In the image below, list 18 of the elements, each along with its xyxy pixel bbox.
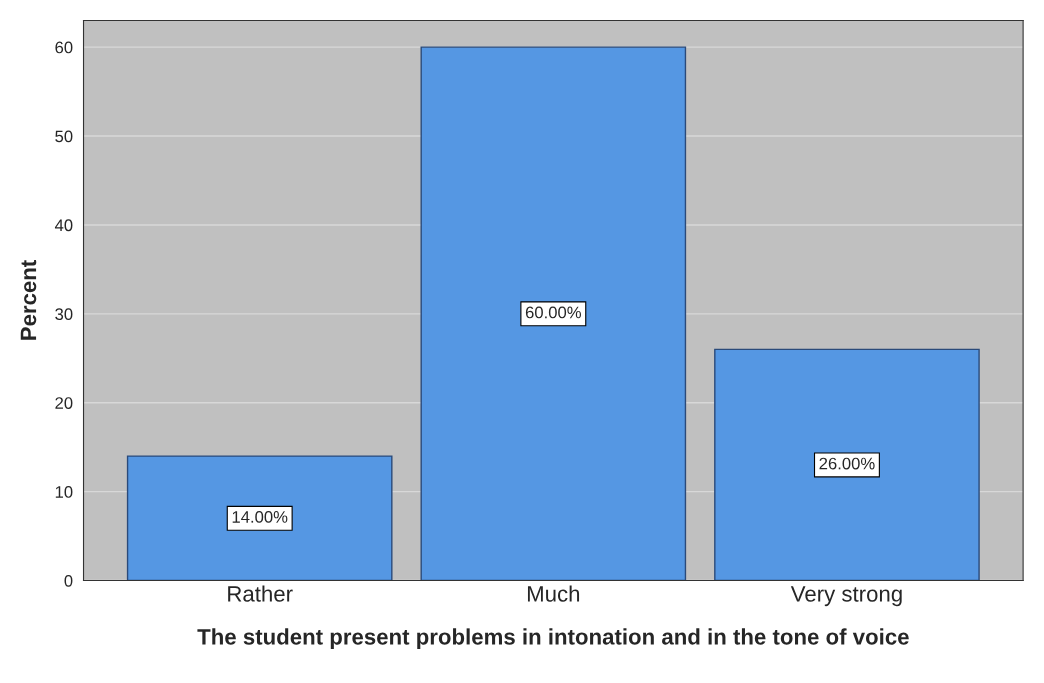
x-tick-label: Very strong bbox=[790, 586, 902, 607]
x-tick-label: Rather bbox=[228, 585, 293, 602]
y-tick-label: 50 bbox=[55, 130, 73, 143]
data-label: 60.00% bbox=[525, 306, 581, 319]
bar bbox=[420, 46, 687, 581]
data-label: 26.00% bbox=[819, 457, 875, 470]
y-tick-label: 10 bbox=[55, 486, 73, 498]
y-tick-label: 60 bbox=[55, 41, 73, 54]
y-tick-label: 30 bbox=[55, 308, 73, 321]
bar bbox=[126, 455, 393, 581]
bar bbox=[714, 348, 980, 581]
y-tick-label: 40 bbox=[54, 219, 73, 232]
y-axis-title: Percent bbox=[20, 260, 37, 340]
x-tick-label: Much bbox=[527, 585, 580, 602]
data-label: 14.00% bbox=[232, 510, 288, 523]
x-axis-title: The student present problems in intonation and in the tone of voice bbox=[197, 628, 909, 650]
y-tick-label: 20 bbox=[55, 397, 73, 409]
y-tick-label: 0 bbox=[64, 574, 73, 587]
